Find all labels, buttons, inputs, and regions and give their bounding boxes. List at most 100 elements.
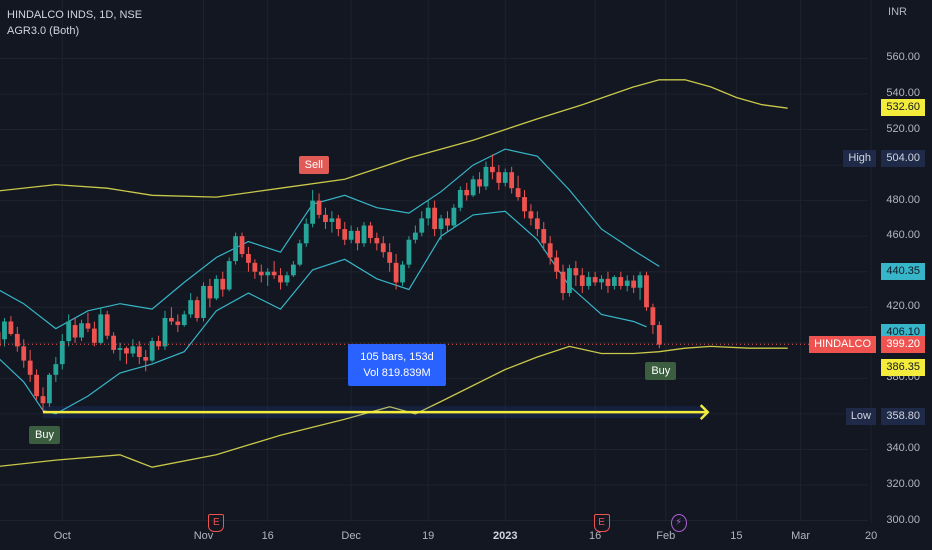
candle-up	[470, 179, 476, 196]
candle-down	[355, 230, 360, 244]
candle-down	[258, 271, 264, 276]
buy-signal: Buy	[29, 426, 60, 445]
candle-up	[637, 275, 643, 288]
candle-up	[47, 374, 52, 404]
time-tick-label: Dec	[341, 530, 361, 542]
price-tag-value: 399.20	[881, 336, 925, 354]
candle-up	[226, 261, 232, 290]
candle-up	[438, 218, 444, 230]
price-tag-value: 440.35	[881, 263, 925, 281]
candle-down	[156, 341, 161, 347]
candle-down	[393, 262, 399, 283]
time-tick-label: 16	[588, 530, 602, 542]
candle-up	[213, 278, 219, 299]
price-tick-label: 520.00	[886, 122, 920, 135]
candle-down	[374, 237, 380, 244]
price-tag-value: 504.00	[881, 149, 925, 167]
candle-down	[169, 317, 174, 322]
time-tick-label: Nov	[193, 530, 214, 542]
candle-up	[233, 236, 238, 262]
symbol-title: HINDALCO INDS, 1D, NSE	[7, 9, 143, 21]
candle-up	[457, 189, 463, 208]
candle-up	[406, 239, 412, 265]
price-tag-value: 358.80	[881, 408, 925, 426]
candle-down	[124, 348, 129, 354]
time-tick-label: Feb	[656, 530, 676, 542]
time-tick-label: 15	[730, 530, 743, 542]
candle-up	[400, 264, 405, 283]
candle-down	[464, 189, 470, 196]
candle-down	[618, 277, 624, 286]
candle-down	[252, 262, 258, 272]
candle-up	[79, 323, 84, 338]
time-tick-label: 2023	[492, 530, 518, 542]
candle-down	[477, 179, 482, 187]
candle-down	[509, 172, 515, 189]
price-tag-label: High	[843, 149, 876, 167]
candle-up	[66, 321, 72, 342]
earnings-event-icon[interactable]: E	[593, 514, 610, 532]
price-tick-label: 460.00	[886, 229, 920, 242]
candle-down	[27, 360, 33, 375]
candle-down	[143, 357, 149, 361]
measure-volume: Vol 819.839M	[363, 367, 431, 379]
time-tick-label: 16	[261, 530, 274, 542]
candle-down	[316, 200, 322, 215]
price-tick-label: 340.00	[886, 442, 920, 455]
time-tick-label: 20	[865, 530, 878, 542]
candle-down	[522, 197, 527, 212]
candle-up	[586, 277, 592, 286]
currency-label: INR	[888, 6, 907, 18]
candle-down	[445, 218, 450, 226]
candle-up	[329, 218, 335, 222]
candle-up	[130, 346, 136, 354]
price-tag-label: Low	[845, 408, 876, 426]
measure-box: 105 bars, 153d Vol 819.839M	[348, 344, 446, 386]
candle-down	[278, 275, 283, 283]
candle-up	[599, 278, 604, 283]
candle-up	[502, 172, 508, 183]
candle-up	[297, 243, 303, 265]
candle-up	[310, 200, 316, 224]
candle-up	[348, 230, 354, 240]
candle-down	[432, 207, 438, 230]
price-tag-value: 386.35	[881, 359, 925, 377]
price-tick-label: 480.00	[886, 193, 920, 206]
candle-down	[534, 218, 540, 230]
candle-down	[387, 252, 393, 263]
candle-down	[342, 229, 348, 240]
price-tick-label: 320.00	[886, 478, 920, 490]
candle-up	[451, 207, 457, 226]
candle-up	[149, 341, 155, 361]
price-tick-label: 560.00	[886, 51, 920, 64]
candle-down	[541, 229, 547, 244]
earnings-event-icon[interactable]: E	[208, 514, 225, 532]
candle-down	[207, 285, 213, 299]
candle-down	[592, 277, 598, 283]
candle-down	[644, 275, 649, 308]
candle-up	[361, 225, 367, 244]
candle-up	[412, 232, 418, 240]
candle-up	[98, 314, 104, 343]
candle-up	[624, 280, 630, 286]
price-tick-label: 420.00	[886, 300, 920, 313]
candle-up	[162, 317, 168, 347]
candle-up	[117, 348, 123, 350]
sell-signal: Sell	[298, 155, 329, 174]
candle-down	[631, 280, 637, 288]
candle-up	[290, 264, 296, 276]
dividend-event-icon[interactable]: ⚡	[670, 514, 687, 532]
candle-up	[419, 218, 425, 233]
candle-down	[573, 268, 579, 276]
candle-down	[496, 172, 502, 183]
indicator-title[interactable]: AGR3.0 (Both)	[7, 25, 80, 37]
candle-down	[21, 346, 27, 361]
candle-down	[136, 346, 142, 358]
candle-down	[605, 278, 611, 286]
candle-down	[271, 271, 277, 276]
candle-down	[323, 214, 328, 222]
candle-down	[34, 374, 39, 397]
candle-up	[188, 300, 194, 315]
candle-down	[175, 321, 181, 326]
